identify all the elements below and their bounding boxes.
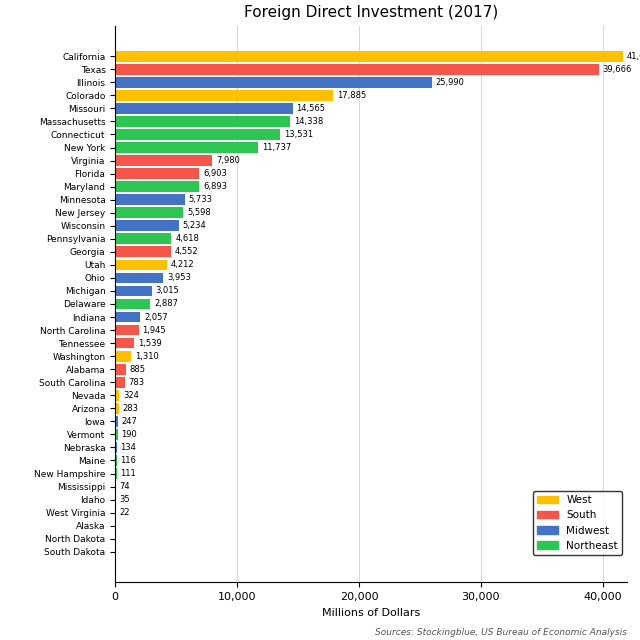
Text: 6,903: 6,903 <box>203 169 227 178</box>
Text: 11,737: 11,737 <box>262 143 291 152</box>
Bar <box>115 116 290 127</box>
Text: Sources: Stockingblue, US Bureau of Economic Analysis: Sources: Stockingblue, US Bureau of Econ… <box>375 628 627 637</box>
Text: 3,015: 3,015 <box>156 287 179 296</box>
Bar <box>115 285 152 296</box>
Text: 7,980: 7,980 <box>216 156 240 165</box>
Text: 885: 885 <box>130 365 146 374</box>
Text: 4,212: 4,212 <box>170 260 194 269</box>
Text: 116: 116 <box>120 456 136 465</box>
Bar <box>115 312 140 323</box>
Text: 41,637: 41,637 <box>627 52 640 61</box>
Text: 5,234: 5,234 <box>182 221 207 230</box>
Text: 14,338: 14,338 <box>294 117 323 126</box>
Bar <box>115 324 139 335</box>
Text: 783: 783 <box>129 378 145 387</box>
Bar <box>115 299 150 309</box>
Text: 1,945: 1,945 <box>143 326 166 335</box>
Bar <box>115 351 131 362</box>
Text: 22: 22 <box>119 508 130 517</box>
Text: 1,539: 1,539 <box>138 339 161 348</box>
Title: Foreign Direct Investment (2017): Foreign Direct Investment (2017) <box>244 5 499 20</box>
Bar <box>115 142 259 153</box>
Text: 6,893: 6,893 <box>203 182 227 191</box>
Text: 2,057: 2,057 <box>144 312 168 321</box>
Bar <box>115 338 134 348</box>
Text: 2,887: 2,887 <box>154 300 178 308</box>
Bar <box>115 442 117 452</box>
Text: 74: 74 <box>120 482 131 491</box>
Bar <box>115 481 116 492</box>
Bar <box>115 364 126 374</box>
Text: 283: 283 <box>122 404 138 413</box>
Bar <box>115 403 118 413</box>
Bar <box>115 260 166 270</box>
Text: 17,885: 17,885 <box>337 91 366 100</box>
Bar <box>115 103 292 114</box>
X-axis label: Millions of Dollars: Millions of Dollars <box>322 607 420 618</box>
Text: 25,990: 25,990 <box>436 78 465 87</box>
Bar <box>115 64 599 75</box>
Text: 5,733: 5,733 <box>189 195 212 204</box>
Text: 4,618: 4,618 <box>175 234 199 243</box>
Bar <box>115 220 179 231</box>
Bar <box>115 234 172 244</box>
Bar <box>115 90 333 100</box>
Bar <box>115 195 185 205</box>
Bar <box>115 51 623 61</box>
Bar <box>115 129 280 140</box>
Text: 4,552: 4,552 <box>174 247 198 257</box>
Legend: West, South, Midwest, Northeast: West, South, Midwest, Northeast <box>533 491 622 555</box>
Bar <box>115 181 199 192</box>
Text: 324: 324 <box>123 391 139 400</box>
Text: 13,531: 13,531 <box>284 130 313 139</box>
Text: 39,666: 39,666 <box>602 65 632 74</box>
Bar <box>115 77 432 88</box>
Bar <box>115 455 116 466</box>
Text: 1,310: 1,310 <box>135 351 159 361</box>
Bar <box>115 416 118 427</box>
Bar <box>115 246 171 257</box>
Text: 247: 247 <box>122 417 138 426</box>
Bar <box>115 429 118 440</box>
Text: 111: 111 <box>120 469 136 478</box>
Text: 5,598: 5,598 <box>187 208 211 217</box>
Text: 190: 190 <box>121 430 137 439</box>
Text: 134: 134 <box>120 443 136 452</box>
Text: 35: 35 <box>119 495 130 504</box>
Bar <box>115 377 125 388</box>
Bar <box>115 468 116 479</box>
Bar <box>115 390 119 401</box>
Text: 14,565: 14,565 <box>296 104 325 113</box>
Text: 3,953: 3,953 <box>167 273 191 282</box>
Bar <box>115 273 163 284</box>
Bar <box>115 168 199 179</box>
Bar <box>115 156 212 166</box>
Bar <box>115 207 184 218</box>
